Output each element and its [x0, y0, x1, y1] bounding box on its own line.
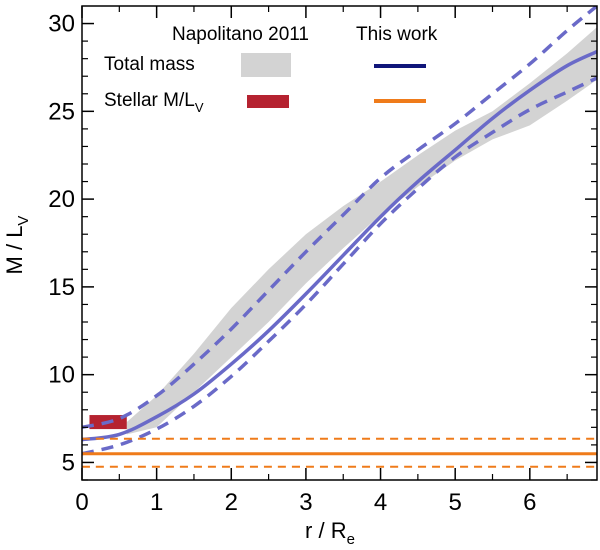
napolitano-total-mass-band — [126, 27, 597, 435]
x-tick-label: 6 — [523, 489, 536, 516]
legend-label-total-mass: Total mass — [104, 54, 195, 75]
x-axis-label: r / Re — [305, 518, 355, 548]
plot-area — [82, 6, 597, 468]
y-tick-label: 30 — [48, 11, 75, 38]
legend-swatch-napolitano-stellar — [247, 95, 289, 108]
legend-swatch-napolitano-total — [241, 53, 291, 77]
x-tick-label: 4 — [374, 489, 387, 516]
y-tick-label: 15 — [48, 274, 75, 301]
y-tick-label: 25 — [48, 98, 75, 125]
legend-label-stellar: Stellar M/LV — [104, 90, 204, 115]
legend-header-napolitano: Napolitano 2011 — [172, 24, 309, 45]
total-upper-line — [82, 6, 597, 430]
x-tick-label: 2 — [225, 489, 238, 516]
total-median-line — [82, 50, 597, 442]
legend-header-this-work: This work — [356, 24, 438, 45]
x-tick-label: 3 — [299, 489, 312, 516]
y-axis-label: M / LV — [2, 216, 32, 275]
x-tick-label: 5 — [449, 489, 462, 516]
x-tick-label: 1 — [150, 489, 163, 516]
axis-ticks: 0 1 2 3 4 5 6 5 10 15 20 25 30 — [48, 6, 597, 516]
y-tick-label: 20 — [48, 186, 75, 213]
total-lower-line — [82, 76, 597, 456]
x-tick-label: 0 — [75, 489, 88, 516]
plot-frame — [81, 5, 598, 481]
y-tick-label: 10 — [48, 362, 75, 389]
y-tick-label: 5 — [62, 449, 75, 476]
legend: Napolitano 2011 This work Total mass Ste… — [104, 24, 438, 115]
